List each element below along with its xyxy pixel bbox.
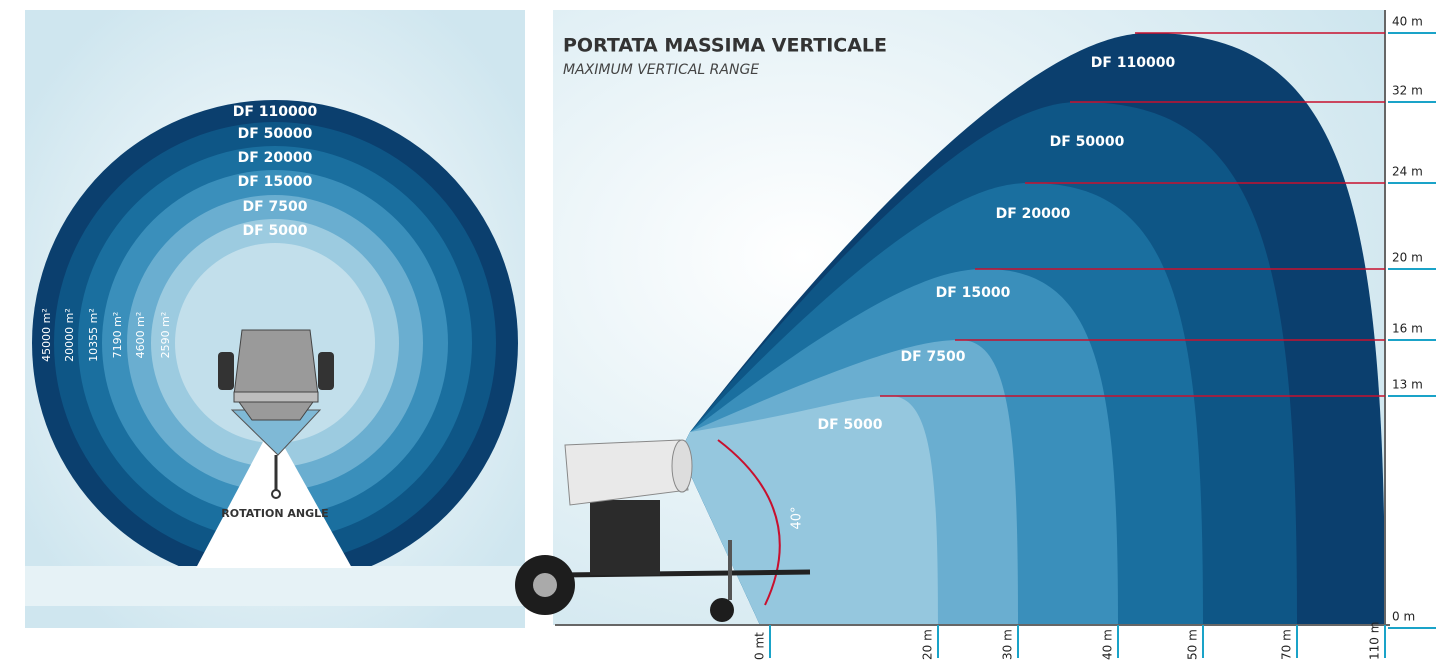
area-label: 2590 m² xyxy=(159,312,172,359)
area-label: 20000 m² xyxy=(63,308,76,362)
model-label: DF 110000 xyxy=(1091,55,1176,71)
range-plume xyxy=(680,396,938,625)
range-subtitle: MAXIMUM VERTICAL RANGE xyxy=(563,62,759,78)
height-label: 24 m xyxy=(1392,165,1423,179)
distance-label: 50 m xyxy=(1186,629,1200,660)
distance-label: 40 m xyxy=(1101,629,1115,660)
area-label: 7190 m² xyxy=(111,312,124,359)
model-label: DF 5000 xyxy=(817,417,882,433)
angle-label: 40° xyxy=(790,506,805,529)
height-label: 13 m xyxy=(1392,378,1423,392)
distance-label: 30 m xyxy=(1001,629,1015,660)
area-label: 45000 m² xyxy=(40,308,53,362)
model-label: DF 5000 xyxy=(242,223,307,239)
height-label: 16 m xyxy=(1392,322,1423,336)
model-label: DF 50000 xyxy=(238,126,313,142)
model-label: DF 15000 xyxy=(238,174,313,190)
range-diagram: PORTATA MASSIMA VERTICALE MAXIMUM VERTICA… xyxy=(555,10,1436,660)
model-label: DF 110000 xyxy=(233,104,318,120)
height-label: 20 m xyxy=(1392,251,1423,265)
model-label: DF 7500 xyxy=(242,199,307,215)
distance-label: 20 m xyxy=(921,629,935,660)
model-label: DF 15000 xyxy=(936,285,1011,301)
angle-arc xyxy=(717,439,781,606)
area-label: 10355 m² xyxy=(87,308,100,362)
rotation-label: ROTATION ANGLE xyxy=(221,507,328,520)
height-label: 40 m xyxy=(1392,15,1423,29)
model-label: DF 20000 xyxy=(238,150,313,166)
area-label: 4600 m² xyxy=(134,312,147,359)
trailer-top-view xyxy=(218,329,334,499)
distance-label: 70 m xyxy=(1280,629,1294,660)
coverage-mask xyxy=(25,566,525,606)
model-label: DF 50000 xyxy=(1050,134,1125,150)
height-label: 0 m xyxy=(1392,610,1415,624)
distance-label: 110 m xyxy=(1368,622,1382,660)
model-label: DF 20000 xyxy=(996,206,1071,222)
height-label: 32 m xyxy=(1392,84,1423,98)
distance-label: 0 mt xyxy=(753,632,767,660)
machine-side-view xyxy=(515,439,811,622)
range-title: PORTATA MASSIMA VERTICALE xyxy=(563,35,887,57)
model-label: DF 7500 xyxy=(900,349,965,365)
